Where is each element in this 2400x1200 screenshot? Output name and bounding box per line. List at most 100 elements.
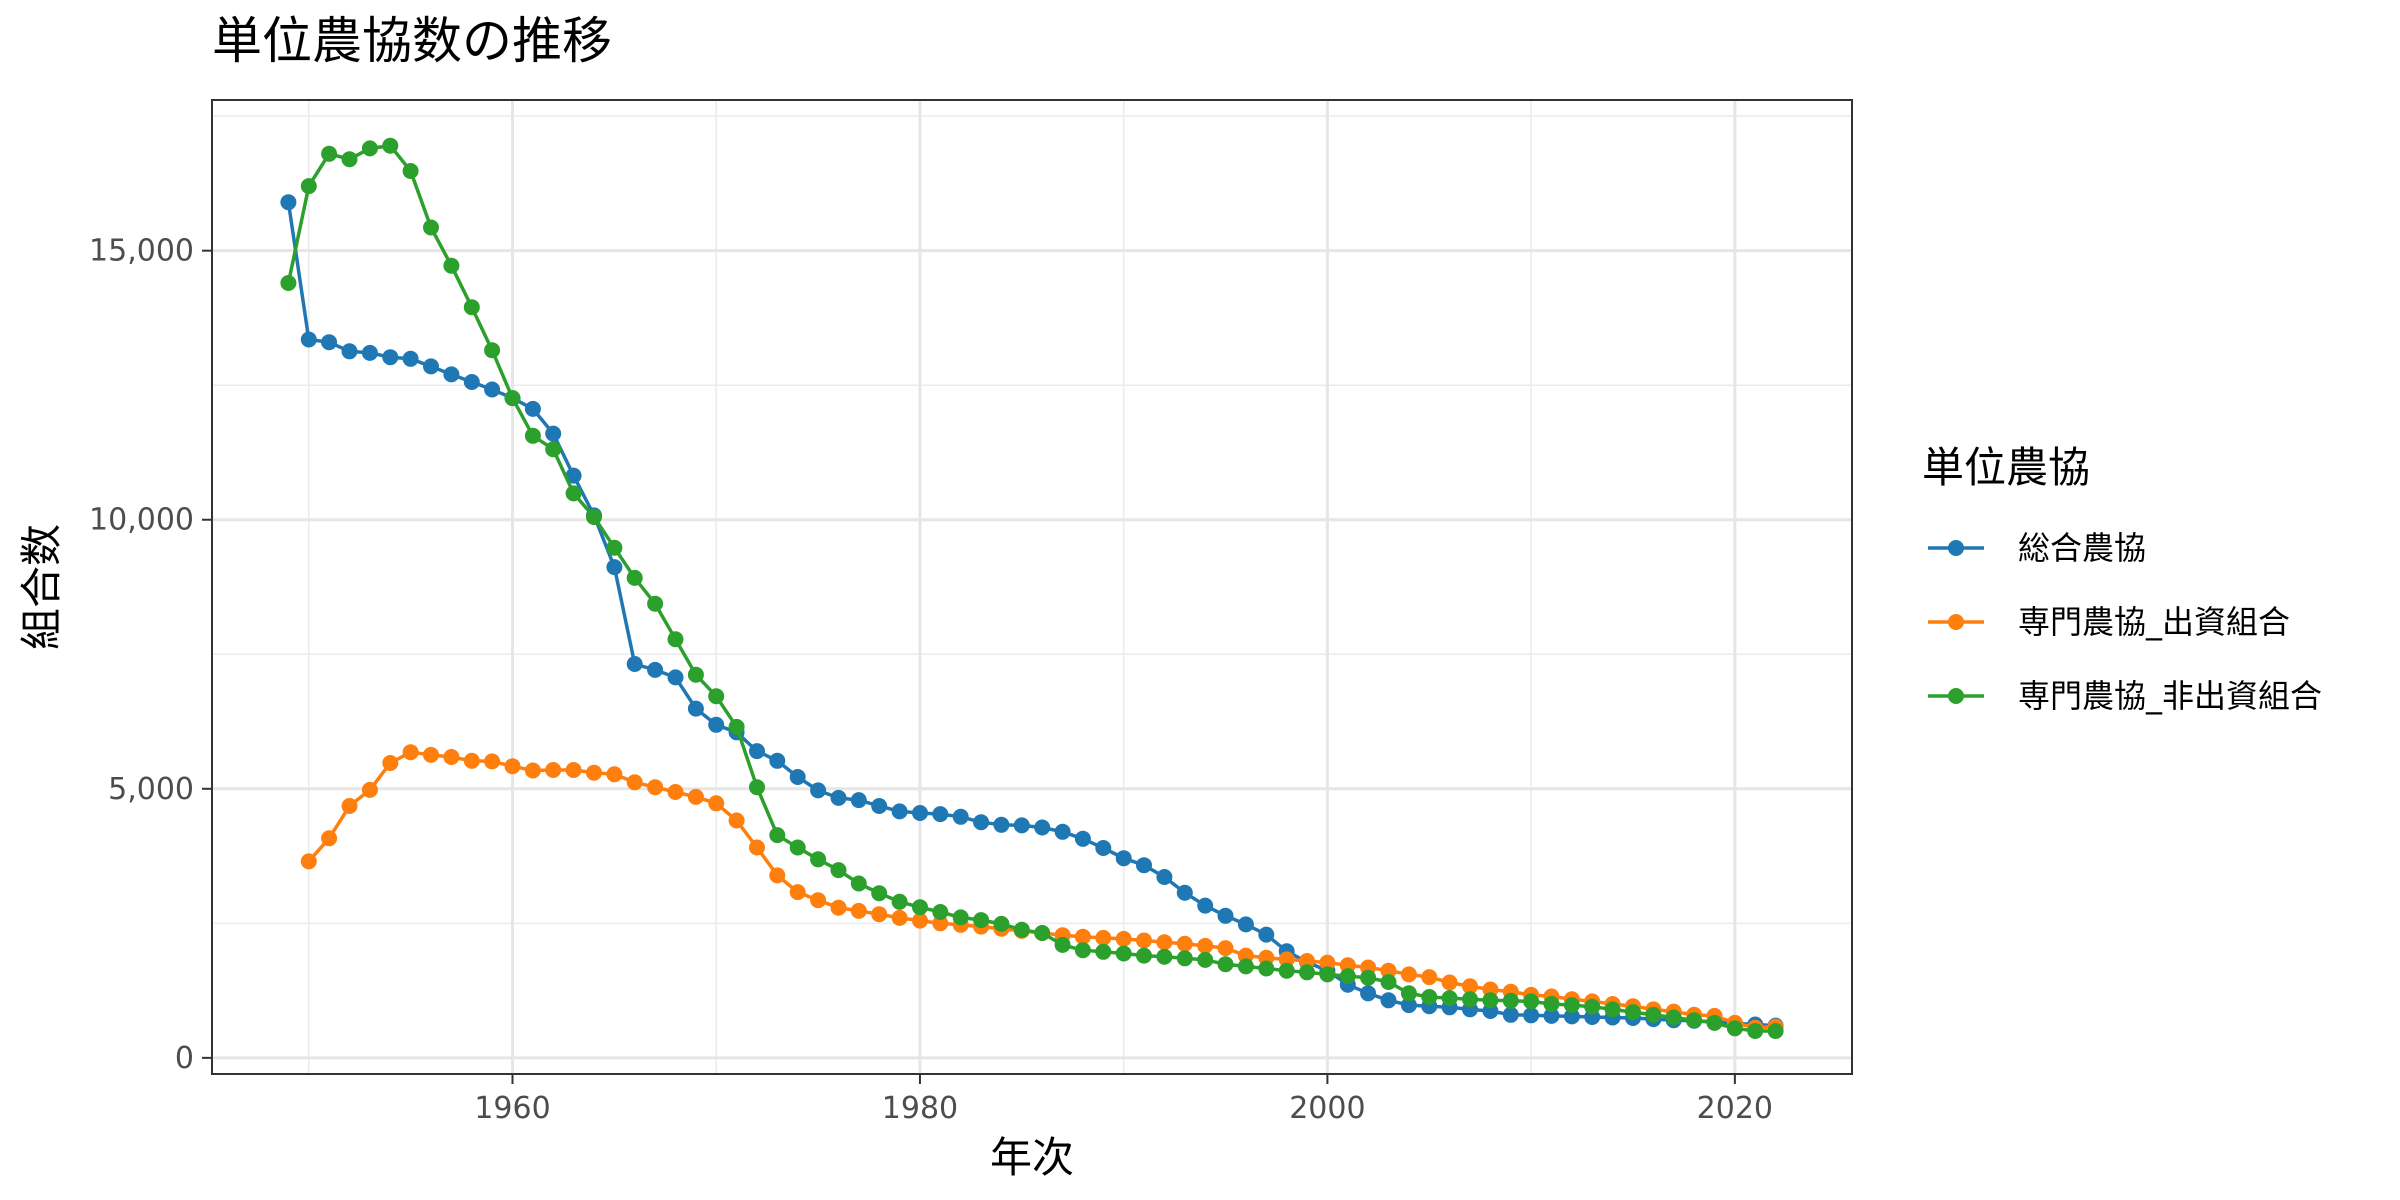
data-point (789, 839, 806, 856)
data-point (1462, 978, 1478, 995)
data-point (830, 789, 847, 806)
data-point (850, 792, 867, 809)
data-point (1115, 945, 1132, 962)
data-point (993, 816, 1010, 833)
data-point (1360, 985, 1377, 1002)
data-point (1686, 1012, 1703, 1029)
data-point (1319, 966, 1336, 983)
data-point (606, 559, 623, 576)
data-point (1034, 925, 1051, 941)
data-point (769, 752, 786, 769)
legend-key-point (1948, 614, 1964, 630)
data-point (647, 779, 664, 796)
data-point (1543, 1007, 1560, 1024)
data-point (361, 781, 378, 798)
data-point (1197, 897, 1214, 914)
data-point (1625, 1004, 1641, 1021)
data-point (891, 803, 908, 820)
data-point (341, 798, 358, 814)
data-point (830, 862, 847, 879)
data-point (1176, 884, 1193, 901)
x-tick-label: 1960 (474, 1091, 550, 1126)
data-point (1237, 958, 1254, 975)
data-point (1482, 992, 1499, 1009)
data-point (565, 467, 582, 484)
data-point (1013, 817, 1030, 834)
data-point (524, 427, 541, 444)
data-point (524, 400, 541, 417)
data-point (708, 716, 725, 733)
data-point (443, 257, 460, 274)
data-point (1074, 928, 1091, 945)
data-point (1319, 954, 1336, 971)
data-point (1502, 992, 1519, 1009)
series-layer (280, 137, 1784, 1039)
data-point (1462, 991, 1478, 1008)
data-point (626, 656, 643, 672)
data-point (626, 774, 643, 791)
y-tick-label: 15,000 (89, 234, 194, 269)
data-point (484, 381, 501, 398)
data-point (484, 753, 501, 770)
data-point (524, 762, 541, 779)
data-point (1706, 1014, 1723, 1031)
data-point (932, 915, 949, 932)
data-point (1013, 921, 1030, 938)
data-point (1054, 936, 1071, 953)
data-point (321, 334, 338, 351)
data-point (443, 749, 460, 765)
data-point (830, 899, 847, 916)
data-point (1400, 966, 1417, 983)
data-point (504, 758, 521, 775)
data-point (1034, 819, 1051, 836)
y-tick-label: 10,000 (89, 503, 194, 538)
data-point (341, 151, 358, 168)
chart-title: 単位農協数の推移 (212, 12, 612, 70)
x-axis-title: 年次 (990, 1133, 1074, 1182)
data-point (891, 909, 908, 926)
data-point (280, 194, 297, 211)
data-point (749, 743, 765, 760)
data-point (810, 851, 827, 868)
legend-title: 単位農協 (1922, 443, 2090, 492)
data-point (749, 779, 765, 796)
data-point (565, 762, 582, 778)
data-point (1299, 964, 1315, 981)
data-point (341, 343, 358, 360)
data-point (667, 669, 684, 686)
data-point (626, 569, 643, 586)
data-point (1054, 823, 1071, 840)
data-point (1441, 974, 1458, 991)
data-point (749, 839, 765, 856)
data-point (361, 344, 378, 361)
data-point (443, 366, 460, 383)
data-point (1176, 950, 1193, 967)
data-point (1217, 907, 1234, 924)
x-tick-label: 1980 (882, 1091, 958, 1126)
y-tick-label: 5,000 (108, 772, 194, 807)
data-point (769, 827, 786, 844)
data-point (850, 875, 867, 892)
data-point (361, 140, 378, 157)
data-point (423, 219, 439, 236)
data-point (565, 485, 582, 502)
data-point (1074, 942, 1091, 959)
data-point (687, 700, 704, 717)
data-point (1645, 1006, 1662, 1023)
data-point (1197, 951, 1214, 968)
data-point (647, 661, 664, 678)
data-point (1156, 869, 1173, 885)
data-point (1747, 1023, 1764, 1039)
plot-background (212, 100, 1852, 1074)
data-point (1095, 929, 1112, 946)
series-1 (280, 194, 1784, 1034)
legend-key-point (1948, 540, 1964, 556)
data-point (687, 666, 704, 683)
data-point (1136, 947, 1152, 964)
data-point (1237, 916, 1254, 933)
legend-item: 専門農協_非出資組合 (1928, 677, 2322, 715)
x-tick-label: 2020 (1697, 1091, 1773, 1126)
data-point (1563, 1008, 1580, 1025)
